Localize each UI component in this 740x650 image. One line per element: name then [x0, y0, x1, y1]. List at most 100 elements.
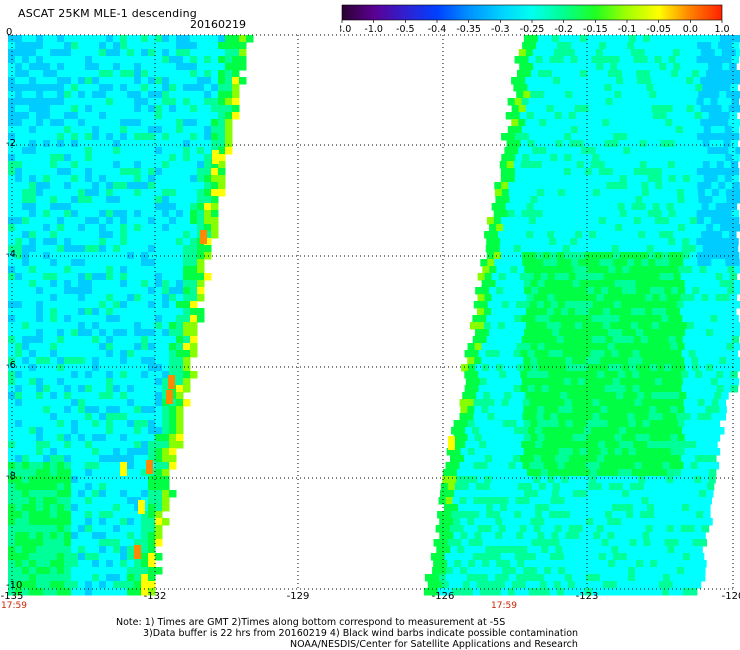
swath-cell [598, 210, 607, 218]
swath-cell [57, 329, 65, 337]
swath-cell [92, 553, 100, 561]
swath-cell [669, 497, 678, 505]
swath-cell [15, 245, 23, 253]
swath-cell [581, 322, 590, 330]
swath-cell [661, 175, 670, 183]
swath-cell [22, 553, 30, 561]
swath-cell [71, 406, 79, 414]
swath-cell [148, 588, 156, 596]
swath-cell [643, 329, 651, 337]
swath-cell [681, 371, 689, 379]
swath-cell [29, 77, 37, 85]
swath-cell [559, 560, 567, 568]
swath-cell [649, 343, 658, 351]
swath-cell [568, 525, 577, 533]
swath-cell [663, 280, 672, 288]
swath-cell [510, 224, 518, 232]
swath-cell [474, 357, 482, 365]
swath-cell [176, 434, 184, 442]
swath-cell [451, 504, 459, 512]
swath-cell [601, 483, 610, 491]
swath-cell [197, 140, 205, 148]
swath-cell [71, 56, 79, 64]
swath-cell [43, 154, 51, 162]
swath-cell [169, 336, 177, 344]
swath-cell [71, 231, 79, 239]
swath-cell [500, 315, 508, 323]
swath-cell [590, 546, 598, 554]
swath-cell [633, 315, 641, 323]
swath-cell [204, 217, 212, 225]
swath-cell [162, 252, 170, 260]
swath-cell [148, 112, 156, 120]
swath-cell [605, 553, 614, 561]
swath-cell [547, 273, 556, 281]
swath-cell [190, 154, 198, 162]
swath-cell [576, 546, 584, 554]
swath-cell [148, 511, 156, 519]
swath-cell [683, 259, 691, 267]
swath-cell [638, 525, 647, 533]
swath-cell [731, 336, 740, 344]
swath-cell [597, 140, 606, 148]
swath-cell [461, 539, 469, 547]
swath-cell [672, 49, 681, 57]
swath-cell [550, 413, 559, 421]
swath-cell [120, 420, 128, 428]
swath-cell [649, 490, 658, 498]
swath-cell [551, 406, 559, 414]
swath-cell [703, 168, 712, 176]
swath-cell [64, 56, 72, 64]
swath-cell [43, 77, 51, 85]
swath-cell [663, 448, 672, 456]
swath-cell [22, 560, 30, 568]
swath-cell [649, 448, 658, 456]
swath-cell [446, 490, 455, 498]
swath-cell [15, 98, 23, 106]
swath-cell [532, 147, 540, 155]
swath-cell [106, 336, 114, 344]
swath-cell [120, 91, 128, 99]
swath-cell [113, 147, 121, 155]
swath-cell [8, 329, 16, 337]
swath-cell [535, 175, 544, 183]
swath-cell [225, 112, 233, 120]
swath-cell [697, 399, 706, 407]
swath-cell [713, 224, 721, 232]
swath-cell [668, 427, 676, 435]
swath-cell [609, 105, 618, 113]
swath-cell [548, 546, 556, 554]
swath-cell [57, 434, 65, 442]
swath-cell [8, 77, 16, 85]
swath-cell [552, 287, 560, 295]
swath-cell [731, 168, 740, 176]
swath-cell [22, 91, 30, 99]
swath-cell [64, 280, 72, 288]
swath-cell [127, 203, 135, 211]
swath-cell [155, 210, 163, 218]
swath-cell [155, 504, 163, 512]
swath-cell [614, 518, 622, 526]
swath-cell [644, 147, 652, 155]
swath-cell [127, 469, 135, 477]
swath-cell [92, 546, 100, 554]
swath-cell [675, 315, 683, 323]
swath-cell [537, 420, 546, 428]
swath-cell [584, 441, 592, 449]
swath-cell [71, 490, 79, 498]
swath-cell [625, 546, 633, 554]
swath-cell [731, 210, 740, 218]
swath-cell [723, 371, 731, 379]
swath-cell [676, 462, 685, 470]
swath-cell [656, 280, 665, 288]
swath-cell [64, 175, 72, 183]
swath-cell [120, 588, 128, 596]
swath-cell [141, 273, 149, 281]
swath-cell [92, 350, 100, 358]
swath-cell [584, 315, 592, 323]
swath-cell [528, 336, 537, 344]
swath-cell [606, 497, 615, 505]
swath-cell [43, 511, 51, 519]
swath-cell [148, 539, 156, 547]
swath-cell [15, 336, 23, 344]
